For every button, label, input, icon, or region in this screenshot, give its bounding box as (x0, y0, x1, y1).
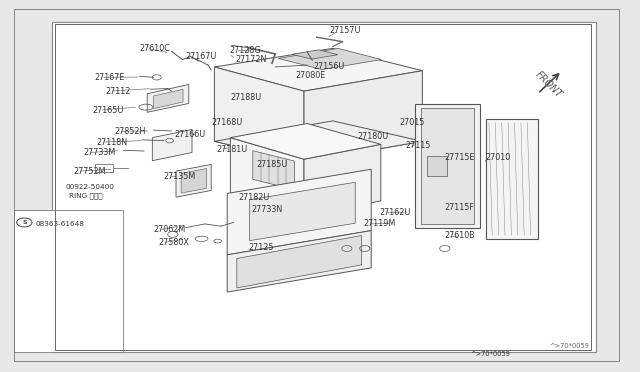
Text: 27715E: 27715E (444, 153, 475, 162)
Text: S: S (22, 220, 27, 225)
Text: ^>70*0059: ^>70*0059 (549, 343, 589, 349)
Text: 27182U: 27182U (238, 193, 269, 202)
Polygon shape (253, 151, 294, 190)
Polygon shape (292, 50, 338, 59)
Text: 27080E: 27080E (296, 71, 326, 80)
Text: 27118N: 27118N (96, 138, 127, 147)
Polygon shape (176, 164, 211, 197)
Polygon shape (304, 71, 422, 162)
Polygon shape (237, 235, 362, 288)
Text: 27188U: 27188U (230, 93, 262, 102)
Text: 00922-50400: 00922-50400 (65, 184, 114, 190)
Polygon shape (304, 144, 381, 216)
Text: 27015: 27015 (399, 118, 425, 126)
Text: 27115: 27115 (406, 141, 431, 150)
Polygon shape (230, 124, 381, 159)
Text: 27610B: 27610B (444, 231, 475, 240)
Text: 27125: 27125 (248, 243, 274, 252)
Polygon shape (227, 169, 371, 255)
Polygon shape (278, 48, 381, 70)
Text: 27119M: 27119M (364, 219, 396, 228)
Text: 27180U: 27180U (357, 132, 388, 141)
Text: 27168U: 27168U (211, 118, 243, 126)
Text: 27162U: 27162U (380, 208, 411, 217)
Text: 08363-61648: 08363-61648 (35, 221, 84, 227)
Polygon shape (230, 138, 304, 216)
Text: 27167E: 27167E (95, 73, 125, 82)
Text: 27181U: 27181U (216, 145, 248, 154)
Polygon shape (421, 108, 474, 224)
Text: 27852H: 27852H (114, 127, 145, 136)
Text: 27135M: 27135M (164, 172, 196, 181)
Text: 27752M: 27752M (73, 167, 106, 176)
Text: 27062M: 27062M (154, 225, 186, 234)
Text: 27165U: 27165U (93, 106, 124, 115)
Text: ^>70*0059: ^>70*0059 (470, 351, 510, 357)
Bar (14, 210, 123, 352)
Bar (95, 164, 113, 172)
Bar (52, 22, 596, 352)
Polygon shape (147, 84, 189, 112)
Polygon shape (415, 104, 480, 228)
Text: 27167U: 27167U (186, 52, 217, 61)
Text: 27157U: 27157U (330, 26, 361, 35)
Text: 27166U: 27166U (175, 130, 206, 139)
Text: 27580X: 27580X (159, 238, 189, 247)
Polygon shape (152, 129, 192, 161)
Polygon shape (427, 156, 447, 176)
Text: 27185U: 27185U (256, 160, 287, 169)
Text: RING リング: RING リング (69, 192, 103, 199)
Text: 27172N: 27172N (236, 55, 267, 64)
Bar (55, 24, 591, 350)
Text: 27115F: 27115F (444, 203, 474, 212)
Text: 27733N: 27733N (252, 205, 283, 214)
Polygon shape (214, 121, 422, 162)
Polygon shape (227, 231, 371, 292)
Polygon shape (486, 119, 538, 239)
Polygon shape (154, 89, 183, 109)
Polygon shape (214, 48, 422, 91)
Text: 27733M: 27733M (83, 148, 115, 157)
Polygon shape (181, 169, 207, 193)
Polygon shape (250, 182, 355, 241)
Text: 27010: 27010 (485, 153, 510, 162)
Text: FRONT: FRONT (533, 70, 564, 100)
Text: 27112: 27112 (105, 87, 131, 96)
Text: 27156U: 27156U (314, 62, 345, 71)
Text: 27128G: 27128G (229, 46, 260, 55)
Text: 27610C: 27610C (140, 44, 170, 53)
Polygon shape (214, 67, 304, 162)
